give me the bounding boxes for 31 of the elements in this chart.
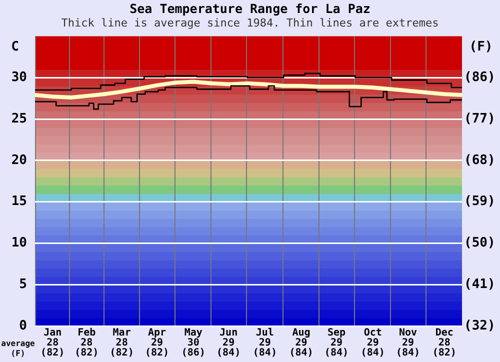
y2-tick-label: (59) (464, 194, 496, 210)
x-tick-label: Nov 29 (84) (396, 328, 420, 359)
x-tick-label: Jul 29 (84) (252, 328, 277, 359)
y-tick-label: 15 (11, 194, 27, 210)
y-tick-label: 0 (19, 318, 28, 334)
chart-title: Sea Temperature Range for La Paz (130, 0, 370, 16)
chart-subtitle: Thick line is average since 1984. Thin lines are extremes (61, 16, 439, 30)
x-tick-label: Oct 29 (84) (360, 328, 385, 359)
x-tick-label: Dec 28 (82) (432, 328, 456, 359)
y2-tick-label: (41) (464, 276, 496, 292)
x-tick-label: Sep 29 (84) (324, 328, 349, 359)
y-tick-label: 10 (11, 236, 28, 251)
y-axis-title: C (11, 40, 19, 55)
y-tick-label: 20 (11, 152, 28, 168)
y-tick-label: 30 (11, 70, 28, 85)
x-tick-label: Aug 29 (84) (289, 328, 314, 359)
y2-tick-label: (77) (464, 111, 496, 126)
y2-tick-label: (68) (464, 152, 496, 168)
x-tick-label: Jun 29 (84) (216, 328, 241, 359)
x-tick-label: Mar 28 (82) (110, 328, 134, 359)
y-tick-label: 5 (19, 276, 27, 292)
y2-tick-label: (86) (464, 70, 496, 85)
x-tick-label: Apr 29 (82) (144, 328, 170, 359)
y-tick-label: 25 (11, 111, 27, 126)
y2-tick-label: (32) (464, 318, 496, 334)
x-tick-label: Feb 28 (82) (74, 328, 99, 359)
y2-axis-title: (F) (469, 40, 493, 55)
y2-tick-label: (50) (464, 236, 496, 251)
x-tick-label: May 30 (86) (181, 328, 206, 359)
text: average (F) (1, 339, 36, 358)
x-tick-label: Jan 28 (82) (40, 328, 65, 359)
